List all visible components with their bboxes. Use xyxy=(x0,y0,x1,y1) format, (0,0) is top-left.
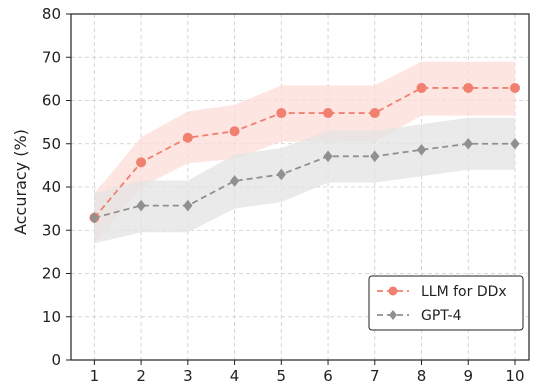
series-markers xyxy=(89,82,520,224)
y-tick-label: 20 xyxy=(42,265,61,283)
gpt-4-point xyxy=(136,199,146,212)
y-tick-label: 0 xyxy=(51,351,61,369)
x-tick-label: 10 xyxy=(505,367,524,385)
gpt-4-point xyxy=(229,175,240,187)
x-tick-label: 8 xyxy=(417,367,427,385)
y-axis-label: Accuracy (%) xyxy=(11,129,30,235)
legend-box xyxy=(368,275,524,331)
llm-for-ddx-point xyxy=(369,108,380,119)
gpt-4-point xyxy=(510,137,520,150)
llm-for-ddx-band xyxy=(94,61,515,244)
llm-for-ddx-point xyxy=(463,82,474,93)
confidence-bands xyxy=(94,61,515,244)
llm-for-ddx-point xyxy=(416,82,427,93)
y-tick-label: 40 xyxy=(42,178,61,196)
llm-for-ddx-legend-marker xyxy=(388,286,398,296)
x-tick-label: 4 xyxy=(230,367,240,385)
llm-for-ddx-point xyxy=(276,108,287,119)
llm-for-ddx-point xyxy=(509,82,520,93)
llm-for-ddx-point xyxy=(323,108,334,119)
y-tick-label: 10 xyxy=(42,308,61,326)
gpt-4-point xyxy=(463,137,473,150)
x-axis-ticks: 1 2 3 4 5 6 7 8 9 10 xyxy=(90,360,525,385)
gpt-4-legend-label: GPT-4 xyxy=(421,308,462,324)
gpt-4-point xyxy=(183,199,193,212)
x-tick-label: 9 xyxy=(463,367,473,385)
y-tick-label: 70 xyxy=(42,48,61,66)
gpt-4-legend-marker xyxy=(389,310,397,320)
y-axis-ticks: 0 10 20 30 40 50 60 70 80 xyxy=(42,5,71,369)
series-lines xyxy=(93,87,515,219)
y-tick-label: 50 xyxy=(42,135,61,153)
x-tick-label: 1 xyxy=(90,367,100,385)
llm-for-ddx-point xyxy=(182,132,193,143)
llm-for-ddx-line xyxy=(93,87,515,219)
gpt-4-point xyxy=(323,150,333,163)
x-tick-label: 6 xyxy=(323,367,333,385)
legend: LLM for DDx GPT-4 xyxy=(368,275,524,331)
gpt-4-point xyxy=(276,168,286,181)
llm-for-ddx-legend-label: LLM for DDx xyxy=(421,284,507,300)
y-tick-label: 80 xyxy=(42,5,61,23)
gpt-4-point xyxy=(89,211,100,224)
x-tick-label: 2 xyxy=(136,367,146,385)
gpt-4-band xyxy=(94,117,515,244)
gpt-4-point xyxy=(370,150,380,163)
y-tick-label: 30 xyxy=(42,221,61,239)
x-tick-label: 7 xyxy=(370,367,380,385)
x-tick-label: 5 xyxy=(277,367,287,385)
y-tick-label: 60 xyxy=(42,92,61,110)
gpt-4-point xyxy=(416,144,427,156)
llm-for-ddx-point xyxy=(136,157,147,168)
llm-for-ddx-point xyxy=(229,126,240,137)
x-tick-label: 3 xyxy=(183,367,193,385)
gpt-4-line xyxy=(94,142,515,219)
